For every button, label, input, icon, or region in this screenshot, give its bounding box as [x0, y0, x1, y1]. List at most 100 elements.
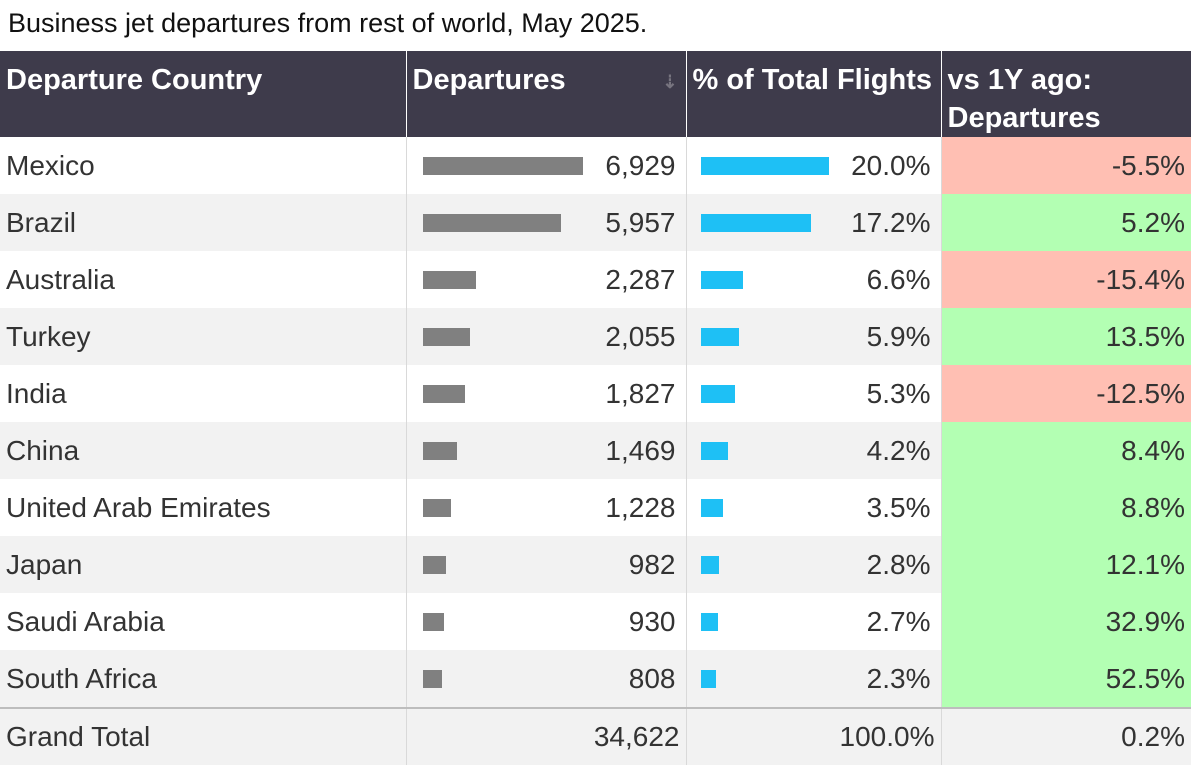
pct-value: 2.8%: [866, 549, 931, 580]
pct-cell: 2.3%: [685, 650, 941, 708]
departures-bar: [422, 270, 476, 289]
departures-value: 930: [628, 606, 676, 637]
table-row[interactable]: Saudi Arabia 930 2.7% 32.9%: [0, 593, 1191, 650]
departures-value: 808: [628, 663, 676, 694]
country-cell: Japan: [0, 536, 406, 593]
pct-cell: 2.7%: [685, 593, 941, 650]
table-row[interactable]: United Arab Emirates 1,228 3.5% 8.8%: [0, 479, 1191, 536]
pct-bar: [700, 669, 716, 688]
pct-bar: [700, 498, 723, 517]
departures-value: 982: [628, 549, 676, 580]
country-cell: Brazil: [0, 194, 406, 251]
pct-value: 20.0%: [851, 150, 931, 181]
pct-cell: 5.3%: [685, 365, 941, 422]
pct-value: 2.7%: [866, 606, 931, 637]
departures-value: 2,287: [605, 264, 676, 295]
pct-cell: 3.5%: [685, 479, 941, 536]
departures-bar: [422, 669, 442, 688]
departures-bar: [422, 441, 457, 460]
pct-value: 3.5%: [866, 492, 931, 523]
table-header-row: Departure Country Departures ⇣ % of Total…: [0, 51, 1191, 137]
table-row[interactable]: Turkey 2,055 5.9% 13.5%: [0, 308, 1191, 365]
yoy-cell: 52.5%: [940, 650, 1191, 708]
pct-bar: [700, 441, 728, 460]
pct-value: 6.6%: [866, 264, 931, 295]
departures-bar: [422, 498, 451, 517]
yoy-cell: 8.8%: [940, 479, 1191, 536]
country-cell: Saudi Arabia: [0, 593, 406, 650]
departures-cell: 930: [405, 593, 686, 650]
pct-bar: [700, 612, 718, 631]
pct-bar: [700, 555, 719, 574]
header-pct-total[interactable]: % of Total Flights: [685, 51, 941, 137]
pct-cell: 4.2%: [685, 422, 941, 479]
sort-descending-icon[interactable]: ⇣: [662, 72, 678, 92]
table-row[interactable]: Australia 2,287 6.6% -15.4%: [0, 251, 1191, 308]
departures-bar: [422, 156, 583, 175]
pct-bar: [700, 270, 743, 289]
departures-bar: [422, 612, 444, 631]
departures-cell: 1,827: [405, 365, 686, 422]
table-row[interactable]: Mexico 6,929 20.0% -5.5%: [0, 137, 1191, 194]
table-row[interactable]: India 1,827 5.3% -12.5%: [0, 365, 1191, 422]
header-label: Departure Country: [6, 64, 263, 96]
departures-cell: 6,929: [405, 137, 686, 194]
pct-cell: 20.0%: [685, 137, 941, 194]
header-label: vs 1Y ago: Departures: [947, 64, 1101, 134]
country-cell: India: [0, 365, 406, 422]
yoy-cell: 5.2%: [940, 194, 1191, 251]
yoy-cell: 8.4%: [940, 422, 1191, 479]
table-row[interactable]: China 1,469 4.2% 8.4%: [0, 422, 1191, 479]
departures-table: Departure Country Departures ⇣ % of Total…: [0, 51, 1191, 765]
country-cell: China: [0, 422, 406, 479]
pct-cell: 6.6%: [685, 251, 941, 308]
yoy-cell: 12.1%: [940, 536, 1191, 593]
total-pct: 100.0%: [685, 707, 941, 765]
departures-cell: 2,055: [405, 308, 686, 365]
yoy-cell: 32.9%: [940, 593, 1191, 650]
departures-bar: [422, 213, 561, 232]
country-cell: Australia: [0, 251, 406, 308]
total-yoy: 0.2%: [940, 707, 1191, 765]
table-row[interactable]: Japan 982 2.8% 12.1%: [0, 536, 1191, 593]
departures-value: 1,469: [605, 435, 676, 466]
departures-value: 2,055: [605, 321, 676, 352]
header-departures[interactable]: Departures ⇣: [405, 51, 686, 137]
departures-bar: [422, 327, 470, 346]
pct-bar: [700, 156, 829, 175]
total-departures: 34,622: [405, 707, 686, 765]
chart-title: Business jet departures from rest of wor…: [8, 8, 648, 38]
pct-value: 17.2%: [851, 207, 931, 238]
pct-cell: 17.2%: [685, 194, 941, 251]
pct-value: 4.2%: [866, 435, 931, 466]
pct-bar: [700, 327, 739, 346]
header-departure-country[interactable]: Departure Country: [0, 51, 406, 137]
pct-value: 5.3%: [866, 378, 931, 409]
departures-cell: 1,469: [405, 422, 686, 479]
header-label: % of Total Flights: [692, 64, 933, 96]
country-cell: Mexico: [0, 137, 406, 194]
country-cell: United Arab Emirates: [0, 479, 406, 536]
pct-bar: [700, 384, 735, 403]
table-row[interactable]: South Africa 808 2.3% 52.5%: [0, 650, 1191, 708]
country-cell: South Africa: [0, 650, 406, 708]
yoy-cell: 13.5%: [940, 308, 1191, 365]
departures-value: 1,228: [605, 492, 676, 523]
pct-cell: 2.8%: [685, 536, 941, 593]
pct-value: 5.9%: [866, 321, 931, 352]
table-row[interactable]: Brazil 5,957 17.2% 5.2%: [0, 194, 1191, 251]
departures-cell: 1,228: [405, 479, 686, 536]
departures-value: 6,929: [605, 150, 676, 181]
pct-value: 2.3%: [866, 663, 931, 694]
header-yoy[interactable]: vs 1Y ago: Departures: [940, 51, 1191, 137]
yoy-cell: -15.4%: [940, 251, 1191, 308]
yoy-cell: -5.5%: [940, 137, 1191, 194]
grand-total-row: Grand Total 34,622 100.0% 0.2%: [0, 707, 1191, 765]
header-label: Departures: [412, 64, 566, 96]
country-cell: Turkey: [0, 308, 406, 365]
pct-cell: 5.9%: [685, 308, 941, 365]
total-label: Grand Total: [0, 707, 406, 765]
departures-bar: [422, 384, 465, 403]
yoy-cell: -12.5%: [940, 365, 1191, 422]
departures-cell: 808: [405, 650, 686, 708]
